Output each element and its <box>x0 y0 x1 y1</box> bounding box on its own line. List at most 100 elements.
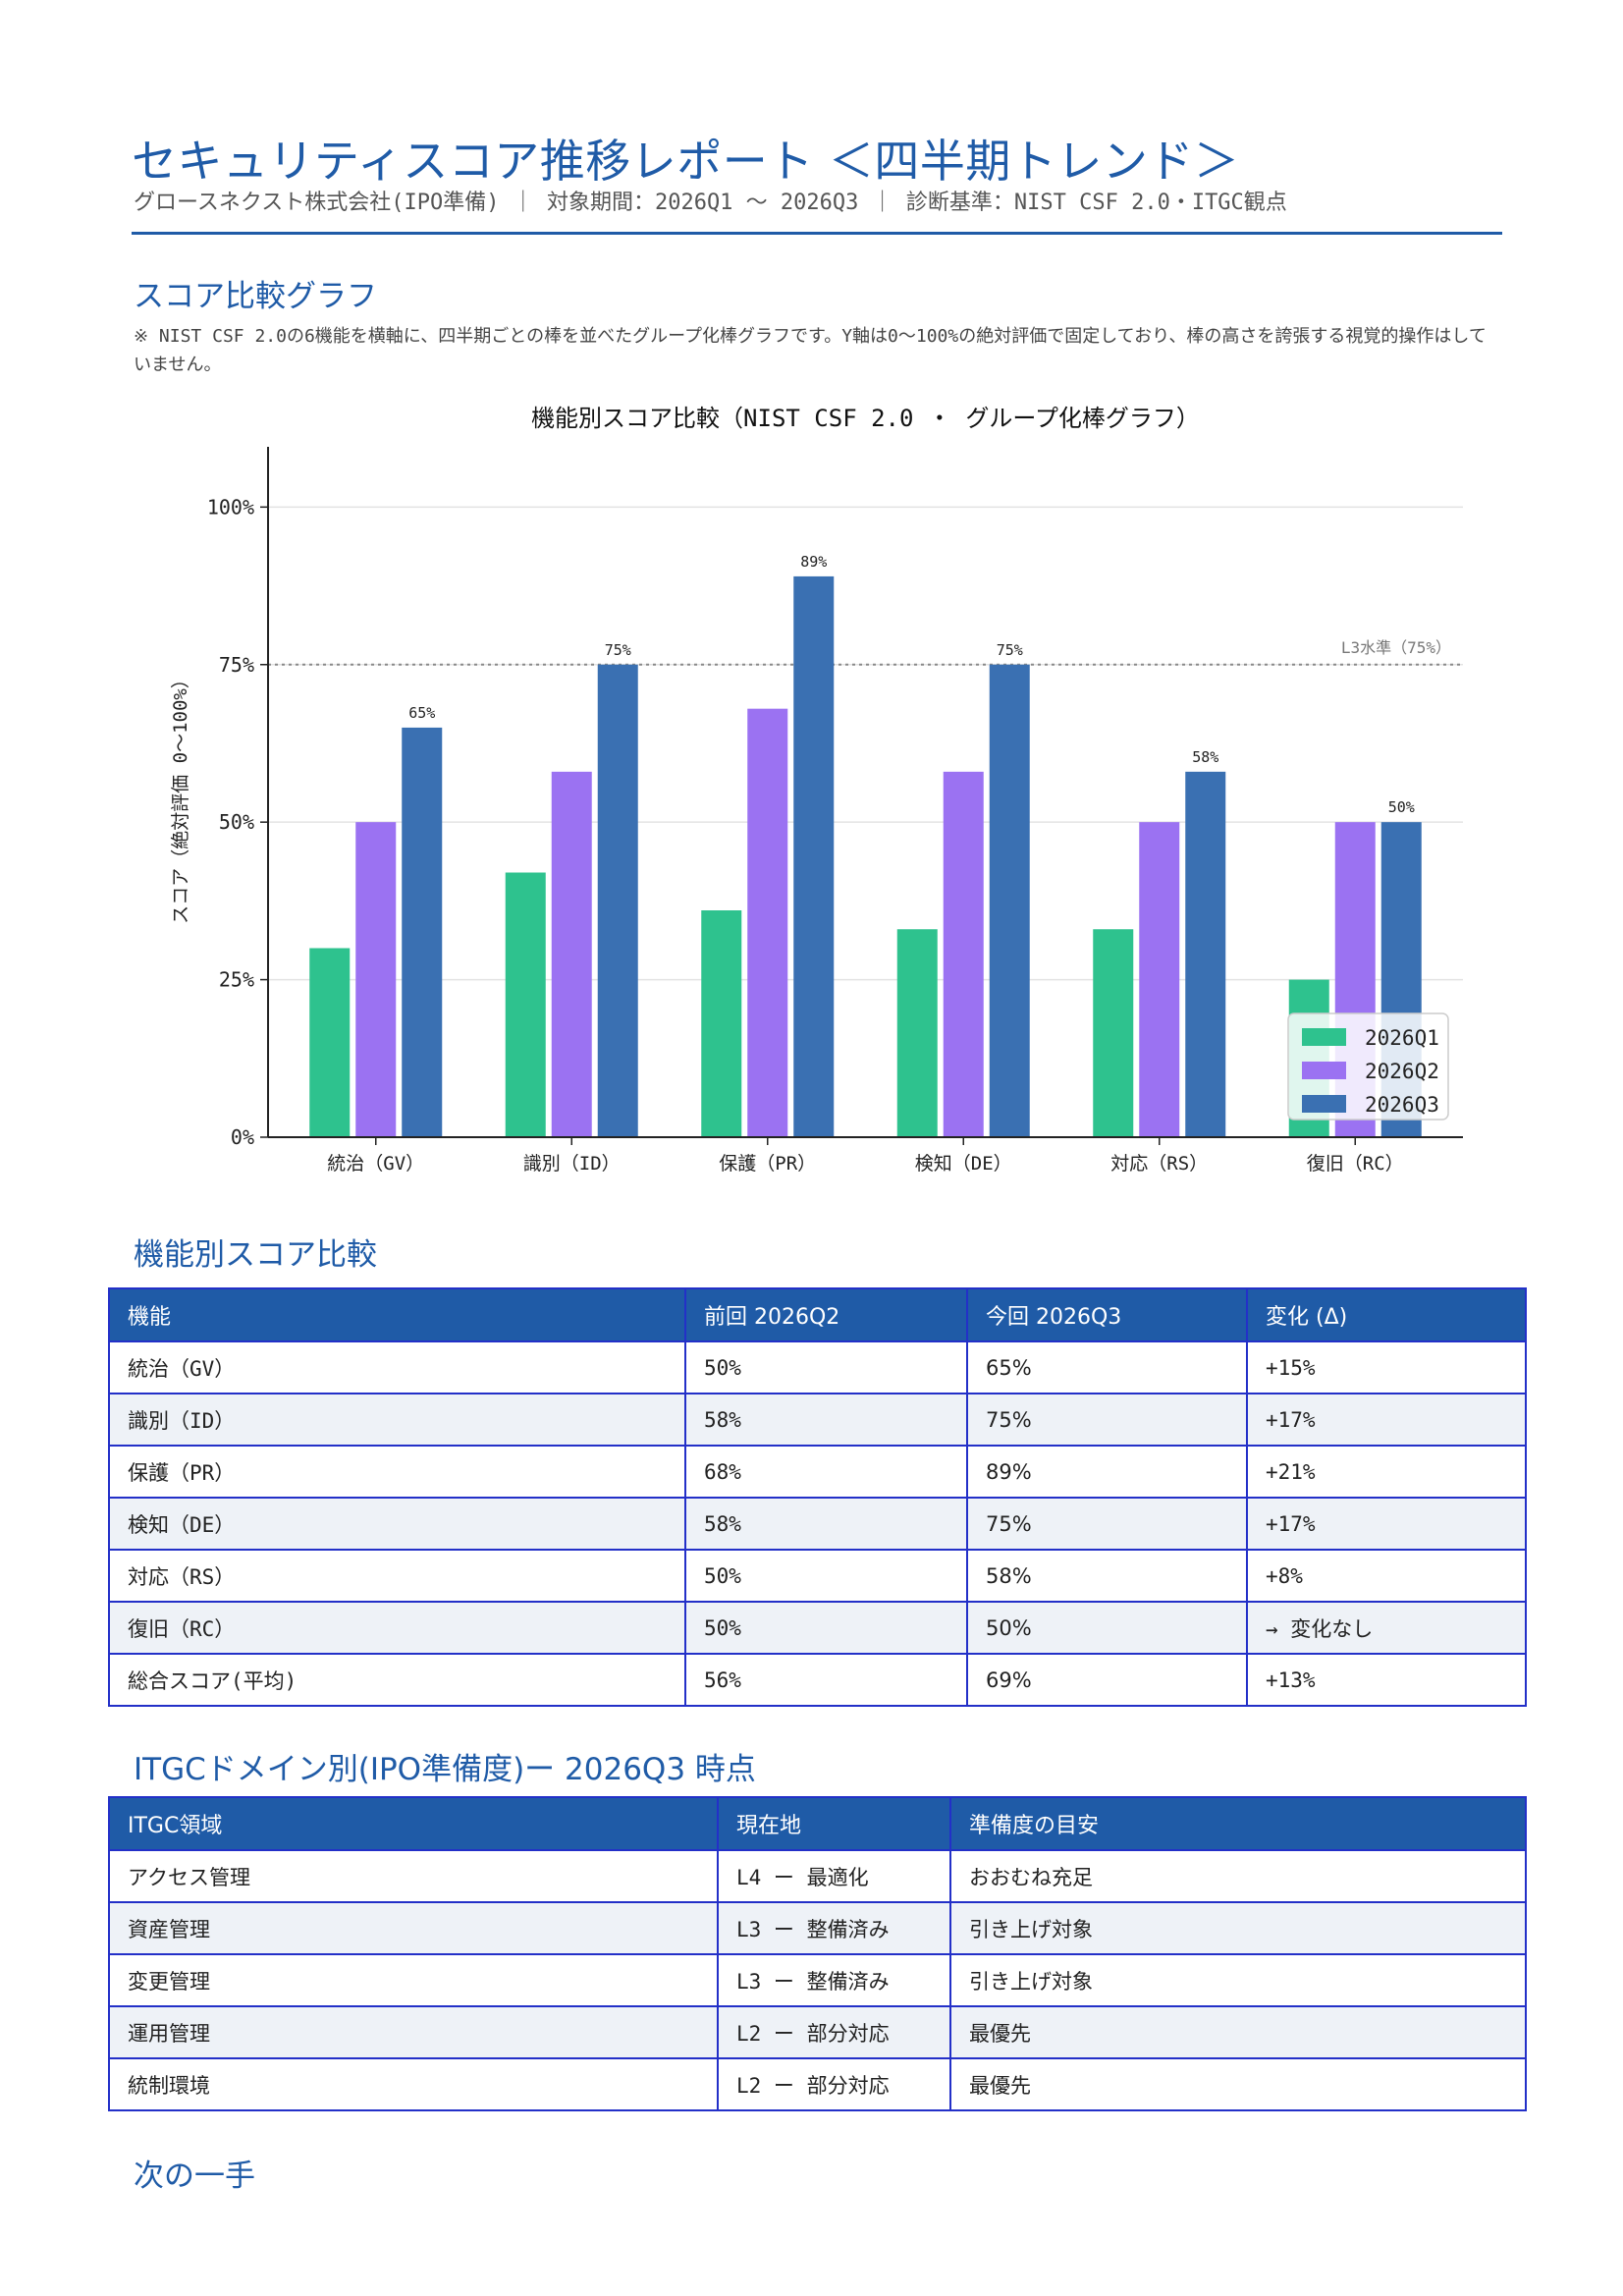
section-heading-graph: スコア比較グラフ <box>134 279 377 314</box>
y-tick-label: 75% <box>219 653 254 677</box>
column-header: 現在地 <box>717 1796 951 1851</box>
report-subtitle: グロースネクスト株式会社(IPO準備) ｜ 対象期間：2026Q1 〜 2026… <box>134 191 1287 215</box>
table-cell: +17% <box>1246 1393 1527 1447</box>
bar-2026q3 <box>989 664 1030 1137</box>
score-bar-chart: 機能別スコア比較（NIST CSF 2.0 ・ グループ化棒グラフ） 0% 25% 5… <box>157 398 1473 1187</box>
data-label: 89% <box>800 553 827 571</box>
data-label: 75% <box>605 641 631 659</box>
table-cell: L2 ー 部分対応 <box>717 2005 951 2059</box>
x-tick-label: 検知（DE） <box>915 1153 1012 1175</box>
table-cell: 総合スコア(平均) <box>108 1653 686 1707</box>
y-tick-label: 100% <box>207 495 254 519</box>
legend-swatch <box>1302 1095 1346 1113</box>
bar-2026q3 <box>402 727 443 1137</box>
bar-2026q2 <box>355 822 397 1137</box>
table-cell: 復旧（RC） <box>108 1601 686 1655</box>
table-cell: 50% <box>966 1601 1248 1655</box>
table-cell: +8% <box>1246 1549 1527 1603</box>
table-row: 復旧（RC） 50% 50% → 変化なし <box>108 1601 1527 1655</box>
section-heading-table: 機能別スコア比較 <box>134 1237 377 1273</box>
table-cell: 89% <box>966 1445 1248 1499</box>
table-cell: L3 ー 整備済み <box>717 1901 951 1955</box>
itgc-table: ITGC領域 現在地 準備度の目安 アクセス管理 L4 ー 最適化 おおむね充足 資産管理… <box>108 1796 1527 2111</box>
bar-2026q1 <box>1093 929 1134 1137</box>
table-cell: 統治（GV） <box>108 1340 686 1394</box>
column-header: 今回 2026Q3 <box>966 1287 1248 1342</box>
table-row: 資産管理 L3 ー 整備済み 引き上げ対象 <box>108 1901 1527 1955</box>
table-row: 運用管理 L2 ー 部分対応 最優先 <box>108 2005 1527 2059</box>
table-cell: 75% <box>966 1393 1248 1447</box>
table-cell: おおむね充足 <box>949 1849 1527 1903</box>
table-cell: 75% <box>966 1497 1248 1551</box>
table-row: 検知（DE） 58% 75% +17% <box>108 1497 1527 1551</box>
data-label: 65% <box>408 704 435 722</box>
table-cell: +21% <box>1246 1445 1527 1499</box>
table-cell: 56% <box>684 1653 968 1707</box>
bar-2026q3 <box>597 664 638 1137</box>
table-cell: L3 ー 整備済み <box>717 1953 951 2007</box>
bar-2026q3 <box>1185 771 1226 1137</box>
table-cell: 統制環境 <box>108 2057 719 2111</box>
table-cell: 69% <box>966 1653 1248 1707</box>
table-cell: +17% <box>1246 1497 1527 1551</box>
bar-2026q2 <box>747 708 788 1137</box>
score-comparison-table: 機能 前回 2026Q2 今回 2026Q3 変化 (Δ) 統治（GV） 50% 65% +… <box>108 1287 1527 1707</box>
table-cell: 引き上げ対象 <box>949 1901 1527 1955</box>
data-label: 50% <box>1388 798 1415 816</box>
bar-2026q1 <box>896 929 938 1137</box>
table-cell: 変更管理 <box>108 1953 719 2007</box>
y-tick-label: 50% <box>219 810 254 834</box>
chart-svg: 機能別スコア比較（NIST CSF 2.0 ・ グループ化棒グラフ） 0% 25% 5… <box>170 405 1463 1175</box>
table-cell: 50% <box>684 1340 968 1394</box>
bar-2026q1 <box>505 872 546 1137</box>
table-cell: 保護（PR） <box>108 1445 686 1499</box>
table-cell: → 変化なし <box>1246 1601 1527 1655</box>
table-row: 保護（PR） 68% 89% +21% <box>108 1445 1527 1499</box>
bar-2026q1 <box>701 910 742 1137</box>
y-tick-label: 0% <box>231 1125 254 1149</box>
column-header: ITGC領域 <box>108 1796 719 1851</box>
table-cell: 50% <box>684 1549 968 1603</box>
y-tick-label: 25% <box>219 968 254 992</box>
table-cell: 65% <box>966 1340 1248 1394</box>
chart-title: 機能別スコア比較（NIST CSF 2.0 ・ グループ化棒グラフ） <box>531 405 1200 432</box>
table-cell: 最優先 <box>949 2005 1527 2059</box>
table-cell: L2 ー 部分対応 <box>717 2057 951 2111</box>
table-row: 変更管理 L3 ー 整備済み 引き上げ対象 <box>108 1953 1527 2007</box>
x-tick-label: 保護（PR） <box>719 1153 816 1175</box>
table-cell: 識別（ID） <box>108 1393 686 1447</box>
legend-swatch <box>1302 1062 1346 1079</box>
x-tick-label: 統治（GV） <box>327 1153 424 1175</box>
y-axis-label: スコア（絶対評価 0〜100%） <box>170 670 191 924</box>
report-title: セキュリティスコア推移レポート ＜四半期トレンド＞ <box>132 135 1240 188</box>
section-heading-itgc: ITGCドメイン別(IPO準備度)ー 2026Q3 時点 <box>134 1752 756 1787</box>
data-label: 75% <box>997 641 1023 659</box>
table-cell: 資産管理 <box>108 1901 719 1955</box>
table-cell: 50% <box>684 1601 968 1655</box>
reference-line-label: L3水準（75%） <box>1341 638 1451 657</box>
table-cell: +15% <box>1246 1340 1527 1394</box>
bar-2026q1 <box>309 948 351 1137</box>
table-cell: +13% <box>1246 1653 1527 1707</box>
column-header: 変化 (Δ) <box>1246 1287 1527 1342</box>
table-row: 統治（GV） 50% 65% +15% <box>108 1340 1527 1394</box>
legend-label: 2026Q2 <box>1365 1060 1439 1083</box>
legend-label: 2026Q3 <box>1365 1093 1439 1117</box>
bar-2026q2 <box>551 771 592 1137</box>
column-header: 前回 2026Q2 <box>684 1287 968 1342</box>
legend-label: 2026Q1 <box>1365 1026 1439 1050</box>
table-header-row: ITGC領域 現在地 準備度の目安 <box>108 1796 1527 1851</box>
table-cell: 運用管理 <box>108 2005 719 2059</box>
bar-2026q2 <box>943 771 984 1137</box>
table-row: 総合スコア(平均) 56% 69% +13% <box>108 1653 1527 1707</box>
table-cell: 58% <box>684 1497 968 1551</box>
column-header: 機能 <box>108 1287 686 1342</box>
table-cell: 58% <box>966 1549 1248 1603</box>
legend-swatch <box>1302 1028 1346 1046</box>
data-label: 58% <box>1192 748 1218 766</box>
table-row: 統制環境 L2 ー 部分対応 最優先 <box>108 2057 1527 2111</box>
title-divider <box>132 232 1502 235</box>
table-header-row: 機能 前回 2026Q2 今回 2026Q3 変化 (Δ) <box>108 1287 1527 1342</box>
table-cell: 68% <box>684 1445 968 1499</box>
graph-note: ※ NIST CSF 2.0の6機能を横軸に、四半期ごとの棒を並べたグループ化棒… <box>134 326 1487 375</box>
